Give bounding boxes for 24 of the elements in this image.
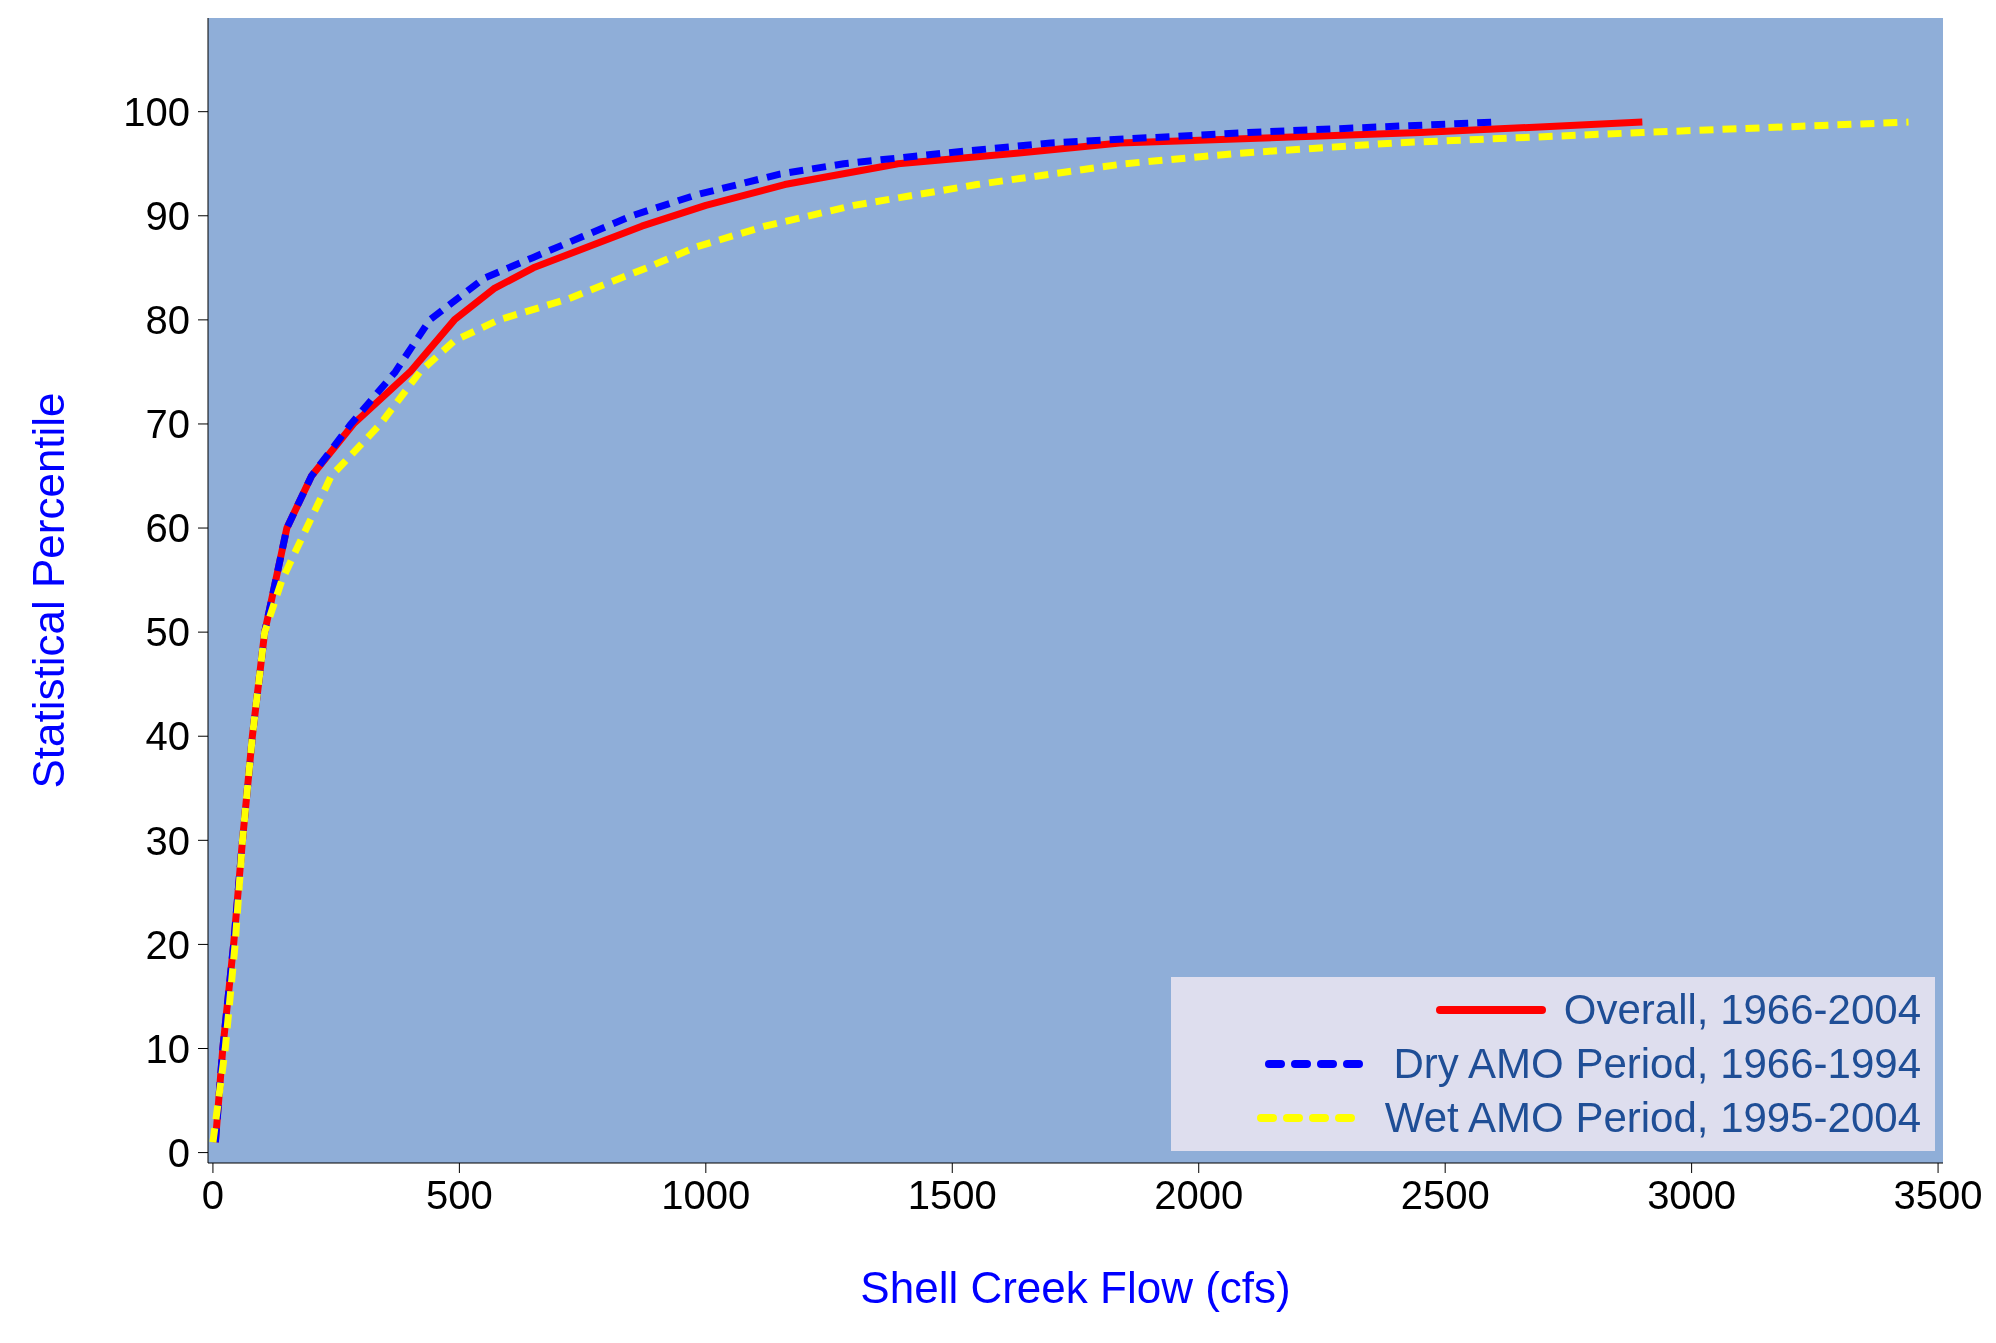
y-tick-label: 70 — [145, 402, 190, 447]
x-tick-label: 3500 — [1893, 1173, 1983, 1218]
legend-label: Dry AMO Period, 1966-1994 — [1393, 1040, 1921, 1088]
y-tick-label: 20 — [145, 922, 190, 967]
y-tick-label: 50 — [145, 610, 190, 655]
y-tick-label: 40 — [145, 714, 190, 759]
x-tick-label: 2000 — [1154, 1173, 1244, 1218]
legend-label: Overall, 1966-2004 — [1563, 986, 1921, 1034]
legend-label: Wet AMO Period, 1995-2004 — [1384, 1094, 1921, 1142]
y-tick-label: 60 — [145, 506, 190, 551]
y-tick-label: 10 — [145, 1026, 190, 1071]
y-tick-label: 80 — [145, 298, 190, 343]
y-tick-label: 100 — [123, 89, 190, 134]
y-tick-label: 30 — [145, 818, 190, 863]
x-tick-label: 1000 — [661, 1173, 751, 1218]
x-axis-title: Shell Creek Flow (cfs) — [860, 1263, 1291, 1312]
x-tick-label: 0 — [201, 1173, 225, 1218]
y-axis-title: Statistical Percentile — [23, 392, 73, 789]
y-tick-label: 0 — [167, 1130, 190, 1175]
x-tick-label: 1500 — [907, 1173, 997, 1218]
x-tick-label: 3000 — [1647, 1173, 1737, 1218]
x-tick-label: 500 — [426, 1173, 493, 1218]
x-tick-label: 2500 — [1400, 1173, 1490, 1218]
y-tick-label: 90 — [145, 193, 190, 238]
